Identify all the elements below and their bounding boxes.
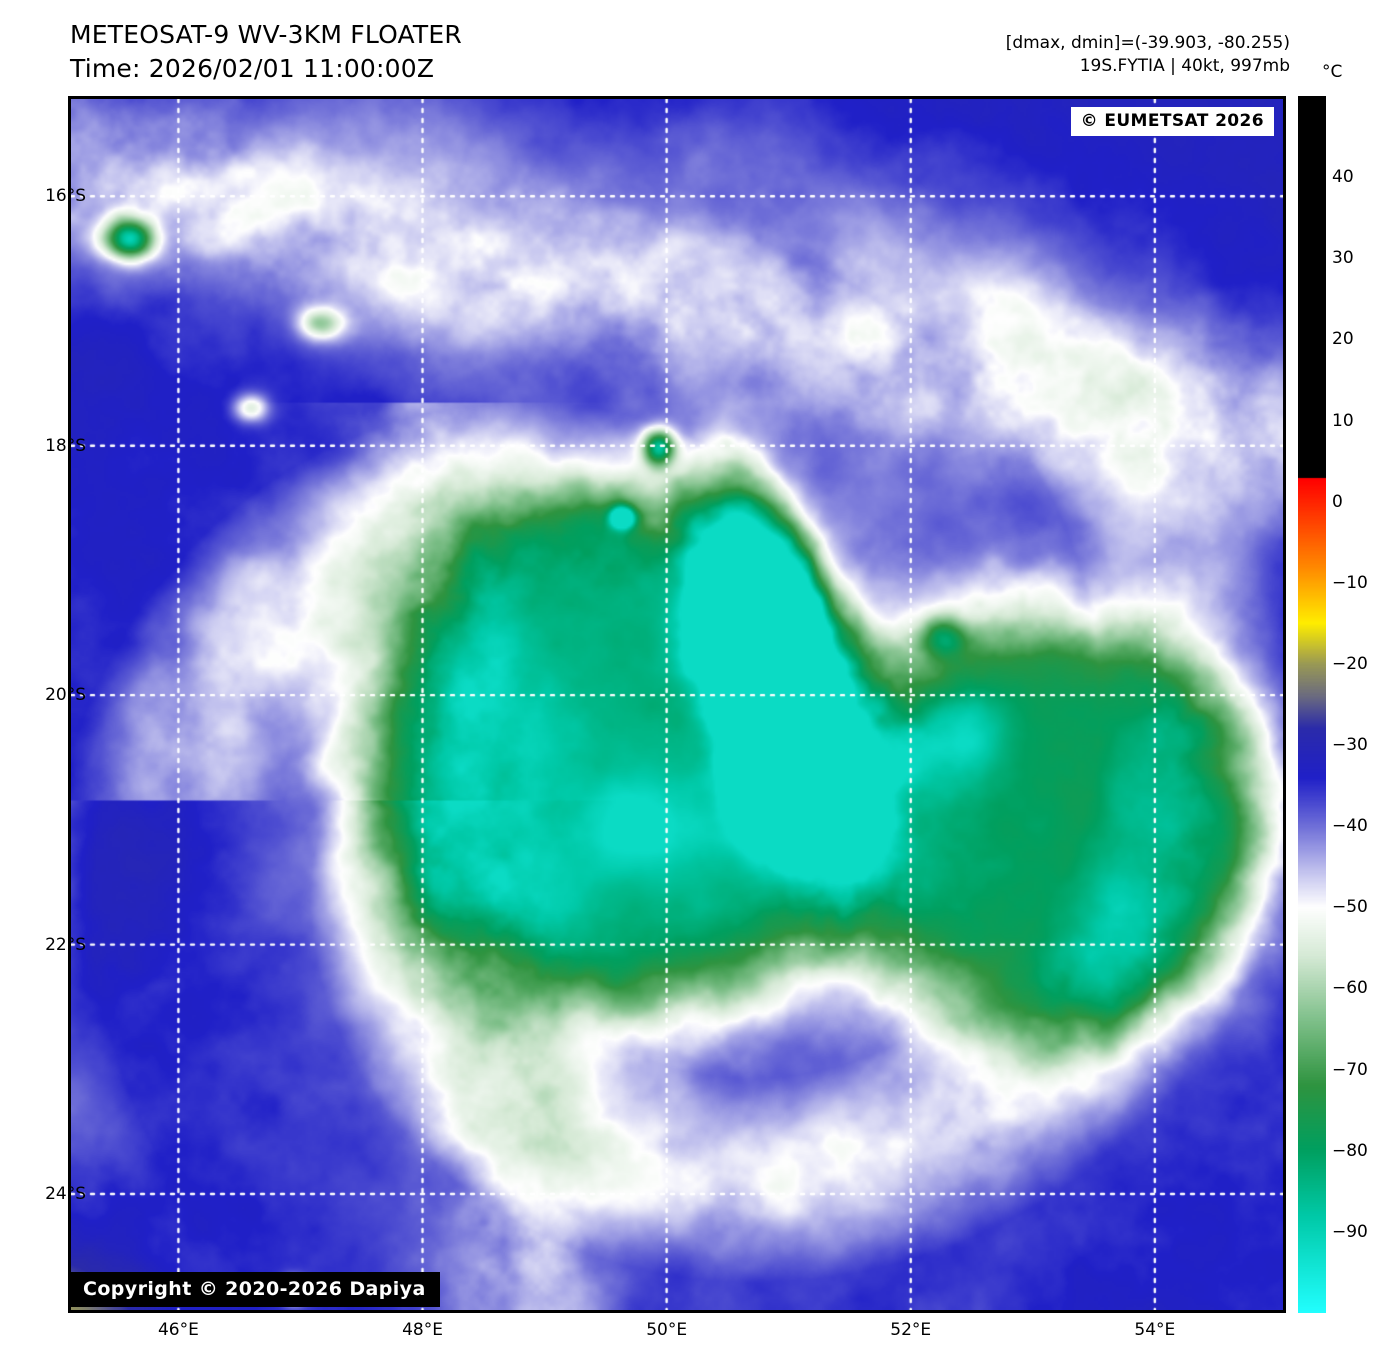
lat-tick-3: 22°S	[45, 934, 86, 955]
eumetsat-credit-badge: © EUMETSAT 2026	[1070, 107, 1274, 136]
lon-tick-3: 52°E	[890, 1320, 932, 1340]
lon-tick-0: 46°E	[157, 1320, 199, 1340]
colorbar-tick-12: −80	[1332, 1140, 1368, 1161]
storm-info-readout: 19S.FYTIA | 40kt, 997mb	[1079, 56, 1290, 76]
lat-tick-1: 18°S	[45, 435, 86, 456]
colorbar-tick-4: 0	[1332, 491, 1343, 512]
colorbar-tick-5: −10	[1332, 572, 1368, 593]
satellite-plot-area[interactable]: © EUMETSAT 2026 Copyright © 2020-2026 Da…	[68, 96, 1286, 1313]
colorbar-tick-7: −30	[1332, 735, 1368, 756]
lat-tick-2: 20°S	[45, 685, 86, 706]
colorbar-tick-2: 20	[1332, 329, 1354, 350]
satellite-imagery-canvas	[71, 99, 1283, 1310]
dmax-dmin-readout: [dmax, dmin]=(-39.903, -80.255)	[1005, 33, 1290, 53]
timestamp-line: Time: 2026/02/01 11:00:00Z	[70, 54, 435, 83]
colorbar-tick-0: 40	[1332, 167, 1354, 188]
lat-tick-0: 16°S	[45, 186, 86, 207]
lon-tick-2: 50°E	[646, 1320, 688, 1340]
page-title: METEOSAT-9 WV-3KM FLOATER	[70, 20, 462, 49]
colorbar-tick-8: −40	[1332, 816, 1368, 837]
colorbar-unit-label: °C	[1322, 62, 1343, 82]
colorbar-tick-10: −60	[1332, 978, 1368, 999]
colorbar-gradient	[1298, 96, 1326, 1313]
colorbar-tick-13: −90	[1332, 1221, 1368, 1242]
colorbar: 40 30 20 10 0 −10 −20 −30 −40 −50 −60 −70 −80 −90	[1298, 96, 1368, 1313]
colorbar-tick-9: −50	[1332, 897, 1368, 918]
colorbar-tick-3: 10	[1332, 410, 1354, 431]
copyright-banner: Copyright © 2020-2026 Dapiya	[71, 1272, 440, 1307]
colorbar-tick-11: −70	[1332, 1059, 1368, 1080]
title-block: METEOSAT-9 WV-3KM FLOATER Time: 2026/02/…	[70, 18, 462, 86]
lon-tick-4: 54°E	[1134, 1320, 1176, 1340]
lon-tick-1: 48°E	[402, 1320, 443, 1340]
lat-tick-4: 24°S	[45, 1184, 86, 1204]
colorbar-tick-1: 30	[1332, 248, 1354, 269]
colorbar-tick-6: −20	[1332, 653, 1368, 674]
metadata-block: [dmax, dmin]=(-39.903, -80.255) 19S.FYTI…	[1006, 32, 1290, 78]
